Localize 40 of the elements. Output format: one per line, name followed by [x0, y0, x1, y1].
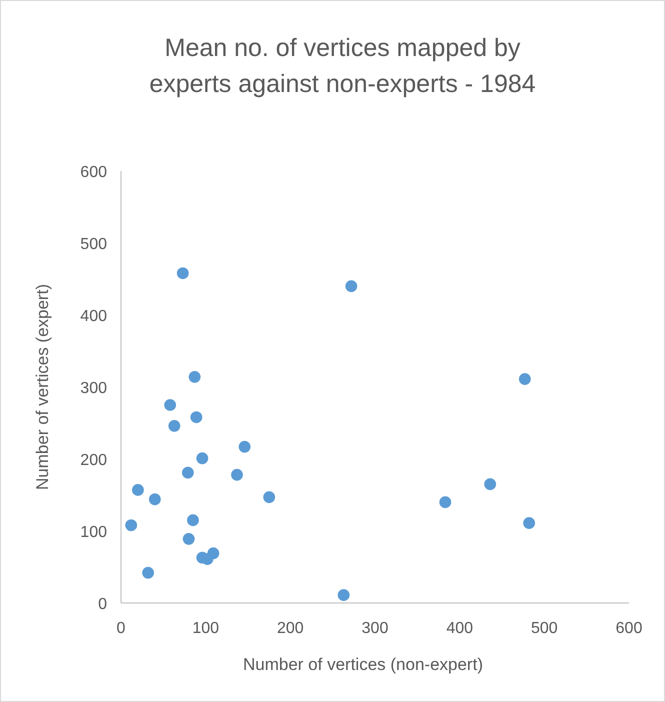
x-axis-title: Number of vertices (non-expert): [243, 655, 483, 674]
point: [518, 373, 531, 385]
point: [182, 466, 194, 479]
point: [238, 440, 251, 453]
point: [231, 468, 243, 481]
point: [439, 496, 452, 508]
y-tick-label: 300: [80, 380, 108, 397]
x-tick-label: 100: [192, 620, 220, 637]
point: [207, 547, 220, 560]
x-tick-label: 600: [616, 620, 642, 637]
x-tick-label: 0: [116, 620, 126, 637]
point: [345, 280, 358, 292]
x-tick-label: 300: [362, 620, 388, 637]
point: [142, 566, 154, 579]
point: [125, 519, 138, 532]
y-tick-label: 400: [80, 308, 108, 325]
point: [164, 399, 176, 411]
point: [188, 371, 201, 383]
point: [168, 420, 180, 432]
point: [523, 517, 536, 529]
point: [176, 267, 189, 280]
point: [338, 589, 350, 601]
chart-title: Mean no. of vertices mapped by experts against non-experts - 1984: [149, 34, 536, 98]
y-tick-label: 500: [80, 236, 108, 253]
x-tick-label: 500: [530, 620, 558, 637]
y-tick-label: 200: [80, 452, 108, 469]
point: [484, 478, 496, 490]
y-tick-label: 0: [98, 596, 108, 613]
point: [187, 514, 199, 526]
x-tick-label: 200: [276, 620, 304, 637]
point: [196, 452, 208, 464]
y-tick-label: 100: [80, 524, 108, 541]
y-axis-title: Number of vertices (expert): [33, 284, 52, 490]
point: [148, 493, 161, 506]
point: [132, 484, 144, 496]
x-tick-label: 400: [446, 620, 474, 637]
point: [182, 533, 195, 545]
point: [263, 491, 276, 504]
y-tick-label: 600: [80, 164, 108, 181]
point: [190, 411, 202, 424]
